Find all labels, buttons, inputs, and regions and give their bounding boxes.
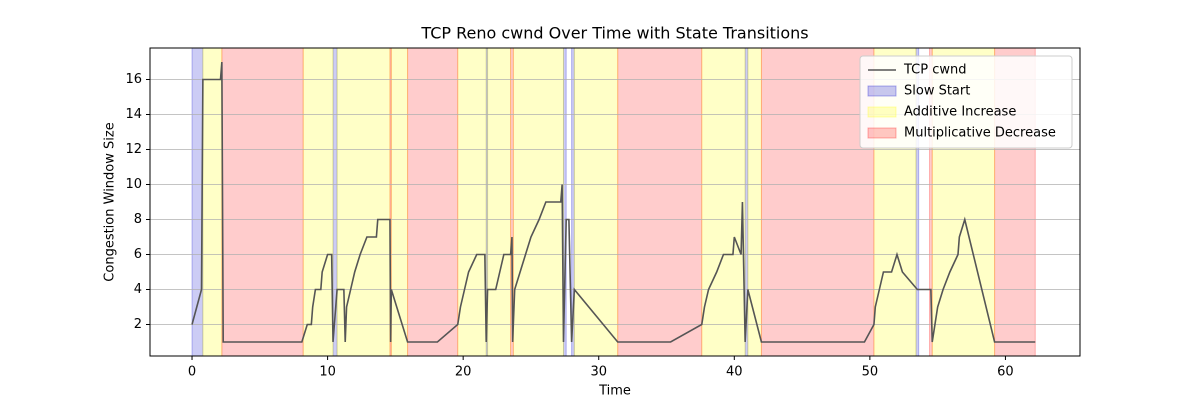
- x-tick-label: 30: [590, 365, 607, 380]
- region-span: [760, 47, 875, 357]
- region-span: [457, 47, 487, 357]
- region-span: [573, 47, 619, 357]
- region-span: [221, 47, 304, 357]
- x-tick-label: 40: [726, 365, 743, 380]
- x-tick-label: 60: [997, 365, 1014, 380]
- legend-swatch: [867, 106, 897, 118]
- y-tick-label: 14: [125, 107, 142, 122]
- y-tick-label: 8: [134, 212, 142, 227]
- legend-label: Additive Increase: [904, 105, 1016, 120]
- region-span: [617, 47, 703, 357]
- y-tick-label: 2: [134, 317, 142, 332]
- legend-swatch: [867, 127, 897, 139]
- line-series: [191, 61, 1036, 343]
- legend-swatch: [867, 85, 897, 97]
- region-span: [302, 47, 334, 357]
- region-span: [747, 47, 762, 357]
- region-span: [701, 47, 746, 357]
- region-span: [407, 47, 459, 357]
- region-span: [202, 47, 223, 357]
- y-tick-label: 10: [125, 177, 142, 192]
- y-tick-label: 12: [125, 142, 142, 157]
- region-span: [191, 47, 204, 357]
- y-axis-label: Congestion Window Size: [103, 122, 118, 281]
- legend-label: TCP cwnd: [903, 63, 967, 78]
- y-tick-label: 16: [125, 72, 142, 87]
- y-tick-label: 6: [134, 247, 142, 262]
- legend-label: Slow Start: [904, 84, 970, 99]
- x-tick-label: 20: [455, 365, 472, 380]
- y-tick-label: 4: [134, 282, 142, 297]
- legend-box: [859, 55, 1073, 149]
- region-span: [390, 47, 409, 357]
- legend-label: Multiplicative Decrease: [904, 126, 1056, 141]
- region-span: [487, 47, 512, 357]
- x-tick-label: 50: [862, 365, 879, 380]
- x-axis-label: Time: [598, 384, 631, 399]
- plot-frame: [149, 47, 1081, 357]
- x-tick-label: 0: [188, 365, 196, 380]
- x-tick-label: 10: [319, 365, 336, 380]
- chart-title: TCP Reno cwnd Over Time with State Trans…: [420, 24, 808, 43]
